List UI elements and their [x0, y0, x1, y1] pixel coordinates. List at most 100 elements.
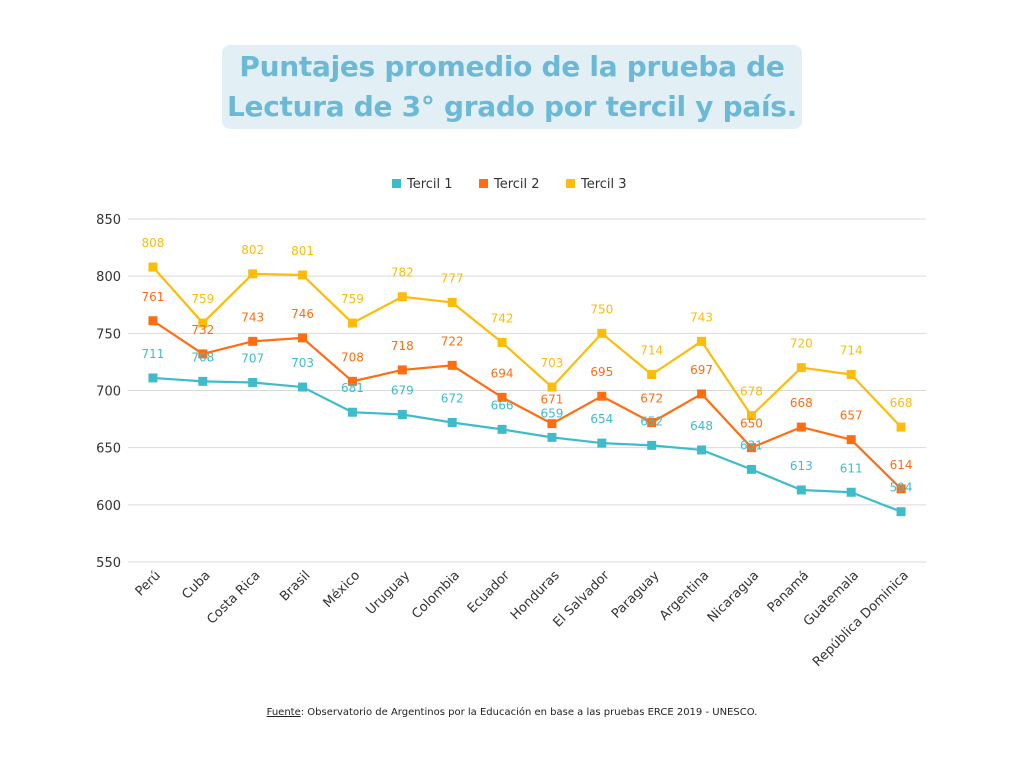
y-tick-label: 650	[96, 442, 121, 457]
data-label: 657	[840, 409, 863, 423]
data-point	[497, 337, 507, 347]
data-label: 672	[441, 392, 464, 406]
legend-swatch	[566, 179, 575, 188]
data-label: 668	[790, 396, 813, 410]
data-label: 671	[540, 393, 563, 407]
data-point	[846, 487, 856, 497]
data-label: 761	[141, 290, 164, 304]
data-label: 759	[191, 292, 214, 306]
data-point	[347, 376, 357, 386]
y-tick-label: 750	[96, 327, 121, 342]
data-label: 743	[690, 310, 713, 324]
data-point	[547, 432, 557, 442]
data-label: 708	[191, 350, 214, 364]
source-note: Fuente: Observatorio de Argentinos por l…	[0, 707, 1024, 718]
data-label: 777	[441, 271, 464, 285]
series-line	[152, 266, 902, 428]
data-point	[497, 424, 507, 434]
data-label: 732	[191, 323, 214, 337]
data-label: 678	[740, 385, 763, 399]
data-point	[347, 318, 357, 328]
data-label: 759	[341, 292, 364, 306]
data-point	[447, 360, 457, 370]
data-point	[796, 363, 806, 373]
data-point	[298, 382, 308, 392]
y-tick-label: 600	[96, 499, 121, 514]
data-label: 659	[540, 406, 563, 420]
data-label: 750	[590, 302, 613, 316]
data-label: 714	[840, 343, 863, 357]
data-point	[697, 336, 707, 346]
legend-label: Tercil 2	[493, 177, 540, 192]
legend-swatch	[392, 179, 401, 188]
data-point	[597, 391, 607, 401]
source-text: : Observatorio de Argentinos por la Educ…	[300, 707, 758, 718]
x-tick-label: Cuba	[179, 568, 213, 602]
data-point	[796, 422, 806, 432]
data-label: 782	[391, 266, 414, 280]
data-label: 697	[690, 363, 713, 377]
data-point	[896, 507, 906, 517]
data-label: 614	[890, 458, 913, 472]
data-point	[597, 328, 607, 338]
x-tick-label: Ecuador	[465, 568, 514, 617]
data-label: 802	[241, 243, 264, 257]
data-point	[746, 443, 756, 453]
data-point	[248, 269, 258, 279]
data-label: 650	[740, 417, 763, 431]
y-tick-label: 850	[96, 213, 121, 228]
data-label: 679	[391, 384, 414, 398]
chart-title-line-2: Lectura de 3° grado por tercil y país.	[227, 90, 797, 123]
x-tick-label: Colombia	[409, 568, 463, 622]
x-tick-label: Panamá	[765, 568, 812, 615]
y-tick-label: 800	[96, 270, 121, 285]
data-point	[248, 377, 258, 387]
data-label: 801	[291, 244, 314, 258]
data-label: 808	[141, 236, 164, 250]
data-point	[846, 369, 856, 379]
data-point	[298, 270, 308, 280]
data-label: 668	[890, 396, 913, 410]
y-tick-label: 700	[96, 385, 121, 400]
data-point	[796, 485, 806, 495]
x-tick-label: Nicaragua	[705, 568, 762, 625]
data-point	[697, 445, 707, 455]
data-point	[198, 318, 208, 328]
data-point	[248, 336, 258, 346]
data-point	[746, 411, 756, 421]
x-tick-label: República Dominica	[810, 568, 912, 670]
legend-label: Tercil 3	[580, 177, 627, 192]
data-point	[896, 422, 906, 432]
data-point	[597, 438, 607, 448]
data-point	[647, 418, 657, 428]
data-point	[148, 316, 158, 326]
data-point	[647, 440, 657, 450]
x-tick-label: Uruguay	[363, 568, 413, 618]
data-label: 703	[291, 356, 314, 370]
data-label: 703	[540, 356, 563, 370]
data-label: 718	[391, 339, 414, 353]
data-point	[447, 418, 457, 428]
chart-title-line-1: Puntajes promedio de la prueba de	[239, 50, 785, 83]
data-label: 654	[590, 412, 613, 426]
data-point	[896, 484, 906, 494]
data-label: 631	[740, 438, 763, 452]
data-point	[397, 365, 407, 375]
data-label: 743	[241, 310, 264, 324]
data-label: 714	[640, 343, 663, 357]
data-point	[298, 333, 308, 343]
data-point	[697, 389, 707, 399]
source-label: Fuente	[266, 707, 301, 718]
data-label: 611	[840, 461, 863, 475]
data-label: 742	[491, 311, 514, 325]
data-point	[746, 464, 756, 474]
data-point	[347, 407, 357, 417]
x-tick-label: México	[321, 568, 364, 611]
data-label: 720	[790, 337, 813, 351]
data-point	[547, 382, 557, 392]
data-point	[397, 292, 407, 302]
data-label: 707	[241, 351, 264, 365]
data-label: 681	[341, 381, 364, 395]
data-label: 672	[640, 392, 663, 406]
